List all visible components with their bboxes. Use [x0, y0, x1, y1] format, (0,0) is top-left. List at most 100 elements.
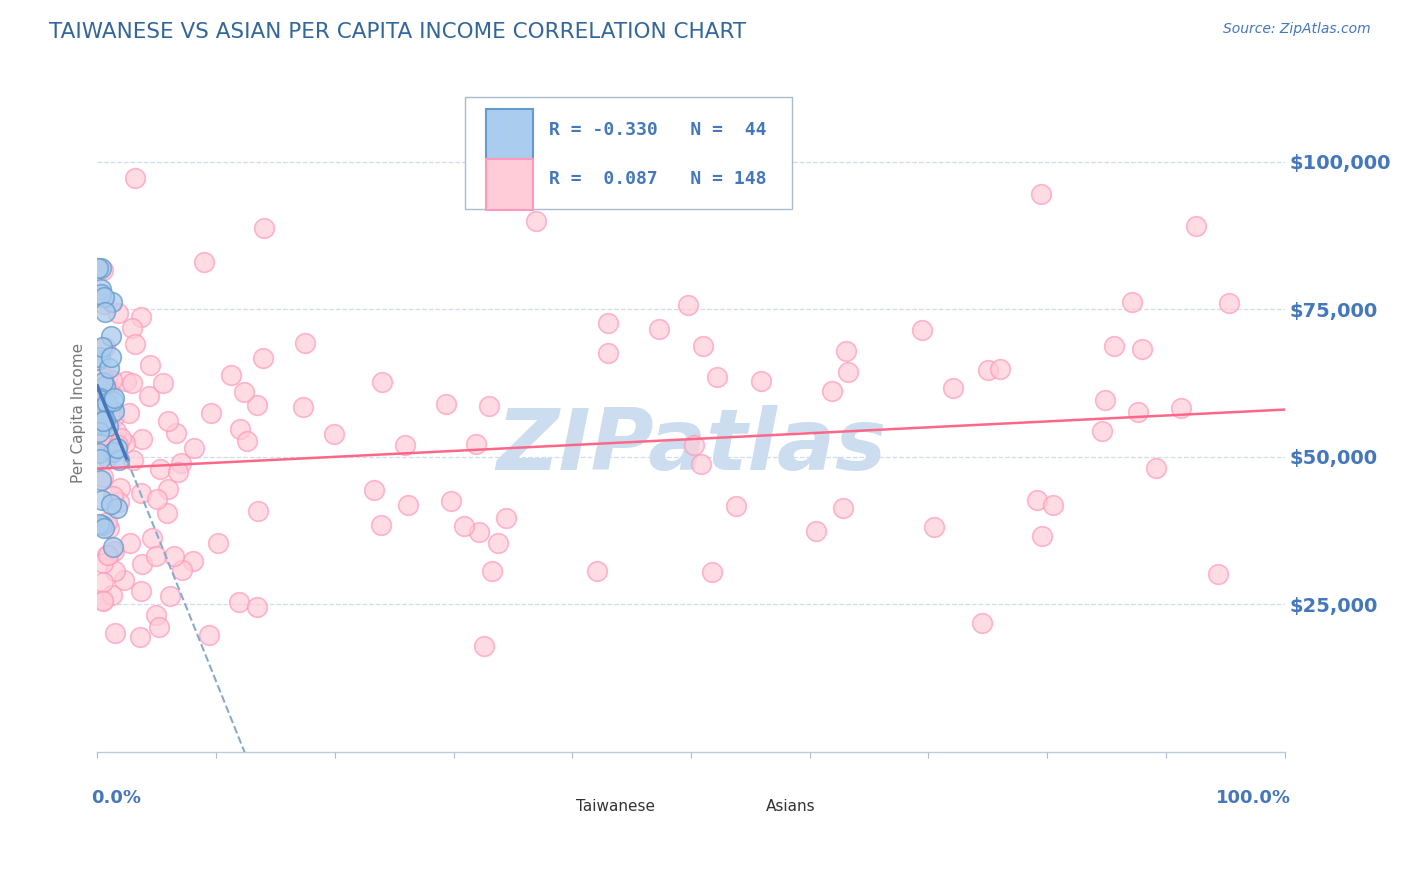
- Point: [294, 335, 316, 350]
- Point: [93, 520, 115, 534]
- Point: [322, 426, 344, 441]
- Point: [91, 339, 114, 353]
- Point: [87, 260, 110, 275]
- Point: [105, 442, 128, 456]
- Point: [165, 426, 187, 441]
- Bar: [727, 791, 759, 822]
- Bar: [485, 159, 533, 210]
- Point: [87, 445, 110, 459]
- Point: [159, 589, 181, 603]
- Point: [91, 399, 114, 413]
- Point: [464, 436, 486, 450]
- Point: [103, 403, 125, 417]
- Point: [91, 492, 114, 507]
- Point: [118, 406, 141, 420]
- Point: [253, 220, 276, 235]
- Point: [107, 438, 129, 452]
- Point: [468, 524, 491, 539]
- Point: [103, 544, 125, 558]
- Point: [105, 501, 128, 516]
- Point: [94, 340, 117, 354]
- Point: [434, 397, 457, 411]
- Point: [181, 553, 204, 567]
- Point: [141, 531, 163, 545]
- Point: [91, 594, 114, 608]
- Point: [495, 510, 517, 524]
- Point: [121, 376, 143, 391]
- Point: [124, 336, 146, 351]
- Point: [200, 406, 222, 420]
- Point: [170, 456, 193, 470]
- Point: [672, 125, 695, 139]
- Point: [598, 316, 620, 330]
- Point: [91, 414, 114, 428]
- Point: [246, 600, 269, 615]
- Point: [481, 564, 503, 578]
- Point: [103, 540, 125, 554]
- Text: TAIWANESE VS ASIAN PER CAPITA INCOME CORRELATION CHART: TAIWANESE VS ASIAN PER CAPITA INCOME COR…: [49, 22, 747, 42]
- Text: 100.0%: 100.0%: [1216, 789, 1291, 807]
- Point: [138, 389, 160, 403]
- Point: [93, 290, 115, 304]
- Text: 0.0%: 0.0%: [91, 789, 142, 807]
- Point: [93, 430, 115, 444]
- Point: [246, 504, 269, 518]
- Point: [91, 592, 114, 607]
- Point: [96, 419, 118, 434]
- Point: [90, 473, 112, 487]
- Point: [820, 384, 842, 399]
- Point: [156, 506, 179, 520]
- Point: [1031, 529, 1053, 543]
- Point: [91, 575, 114, 590]
- Text: ZIPatlas: ZIPatlas: [496, 405, 886, 488]
- Point: [129, 583, 152, 598]
- Point: [91, 469, 114, 483]
- Point: [149, 462, 172, 476]
- Point: [219, 368, 242, 382]
- Point: [145, 549, 167, 563]
- Point: [87, 425, 110, 439]
- Point: [1031, 186, 1053, 201]
- Point: [486, 535, 509, 549]
- Point: [100, 588, 122, 602]
- Text: Source: ZipAtlas.com: Source: ZipAtlas.com: [1223, 22, 1371, 37]
- Point: [394, 437, 416, 451]
- Point: [724, 499, 747, 513]
- Point: [124, 170, 146, 185]
- Point: [156, 482, 179, 496]
- Point: [702, 565, 724, 579]
- Point: [87, 417, 110, 432]
- Point: [1026, 492, 1049, 507]
- Point: [96, 549, 118, 563]
- Point: [121, 321, 143, 335]
- Point: [1091, 424, 1114, 438]
- Point: [371, 375, 394, 389]
- Point: [1185, 219, 1208, 234]
- Point: [91, 411, 114, 425]
- Point: [101, 373, 124, 387]
- Point: [101, 394, 124, 409]
- Point: [1042, 499, 1064, 513]
- Point: [139, 358, 162, 372]
- Point: [97, 385, 120, 400]
- Point: [148, 619, 170, 633]
- Point: [96, 515, 118, 529]
- Point: [689, 457, 711, 471]
- Point: [229, 422, 252, 436]
- Point: [193, 254, 215, 268]
- Point: [108, 481, 131, 495]
- Point: [101, 445, 124, 459]
- Point: [145, 607, 167, 622]
- Point: [121, 452, 143, 467]
- Point: [157, 414, 180, 428]
- Point: [94, 378, 117, 392]
- Point: [108, 495, 131, 509]
- Point: [87, 353, 110, 368]
- Point: [1094, 393, 1116, 408]
- Point: [586, 565, 609, 579]
- Point: [91, 442, 114, 456]
- Point: [683, 438, 706, 452]
- Point: [131, 432, 153, 446]
- Point: [97, 361, 120, 376]
- Point: [129, 631, 152, 645]
